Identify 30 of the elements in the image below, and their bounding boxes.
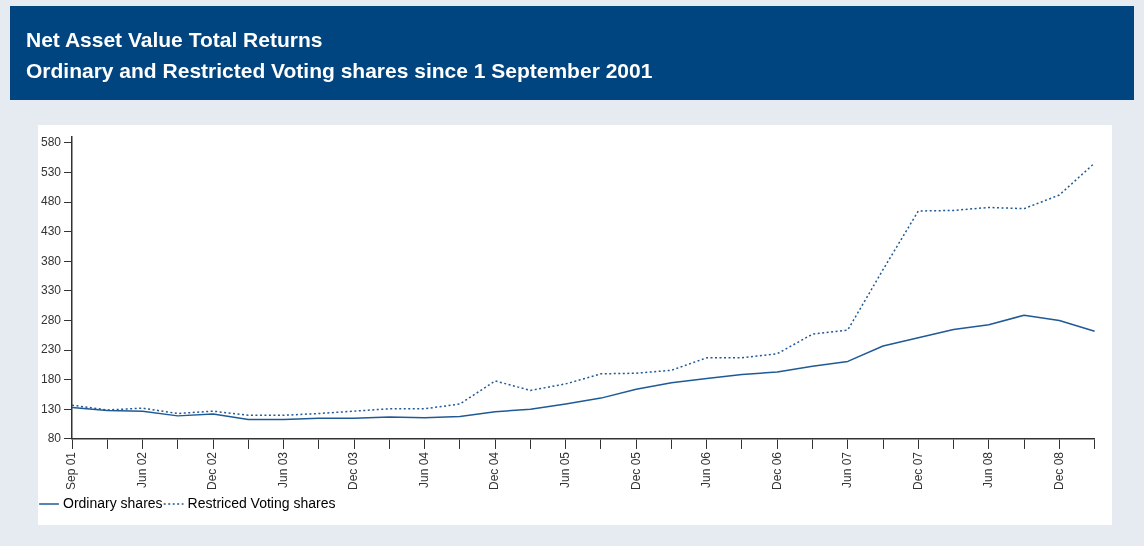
y-tick-label: 130 xyxy=(40,401,62,416)
chart-title: Net Asset Value Total Returns xyxy=(26,27,324,53)
x-tick-label: Dec 08 xyxy=(1051,451,1066,490)
chart-subtitle: Ordinary and Restricted Voting shares since 1 September 2001 xyxy=(26,58,654,84)
x-tick-label: Jun 02 xyxy=(134,451,149,488)
x-tick-label: Dec 06 xyxy=(769,451,784,490)
x-tick-label: Dec 02 xyxy=(205,451,220,490)
y-tick-label: 480 xyxy=(40,194,62,209)
x-tick-label: Jun 04 xyxy=(416,451,431,488)
y-tick-label: 280 xyxy=(40,312,62,327)
y-tick-label: 580 xyxy=(40,135,62,150)
x-tick-label: Jun 06 xyxy=(699,451,714,488)
x-tick-label: Jun 07 xyxy=(840,451,855,488)
x-tick-label: Dec 03 xyxy=(346,451,361,490)
legend-label: Ordinary shares xyxy=(63,494,163,511)
y-tick-label: 380 xyxy=(40,253,62,268)
x-tick-label: Dec 07 xyxy=(910,451,925,490)
y-tick-label: 430 xyxy=(40,224,62,239)
y-tick-label: 230 xyxy=(40,342,62,357)
legend-label: Restriced Voting shares xyxy=(187,494,336,511)
x-tick-label: Jun 03 xyxy=(275,451,290,488)
y-tick-label: 530 xyxy=(40,164,62,179)
x-tick-label: Sep 01 xyxy=(64,451,79,491)
x-tick-label: Dec 05 xyxy=(628,451,643,490)
y-tick-label: 330 xyxy=(40,283,62,298)
y-tick-label: 80 xyxy=(47,431,62,446)
x-tick-label: Jun 08 xyxy=(981,451,996,488)
x-tick-label: Jun 05 xyxy=(557,451,572,488)
y-tick-label: 180 xyxy=(40,372,62,387)
x-tick-label: Dec 04 xyxy=(487,451,502,490)
